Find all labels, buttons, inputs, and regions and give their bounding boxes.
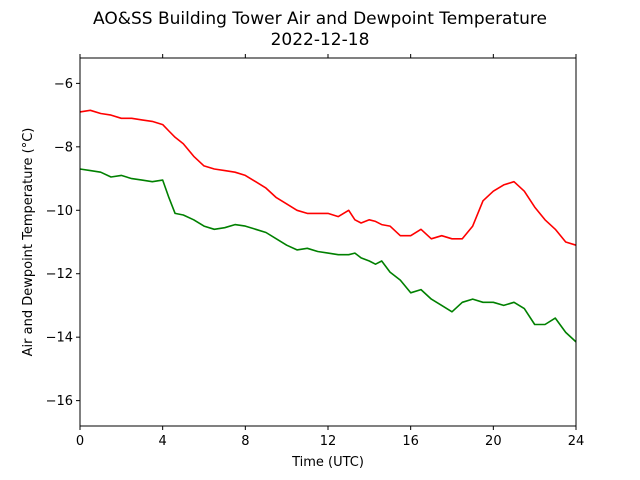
series-line-2 — [79, 168, 577, 343]
x-tick-label: 4 — [159, 434, 167, 449]
y-tick-label: −14 — [46, 331, 73, 346]
y-tick-label: −16 — [46, 394, 73, 409]
x-axis-label: Time (UTC) — [291, 455, 364, 470]
x-tick-label: 24 — [568, 434, 585, 449]
chart-title: AO&SS Building Tower Air and Dewpoint Te… — [93, 9, 547, 29]
series-line-1 — [79, 109, 577, 246]
y-tick-label: −6 — [54, 77, 73, 92]
y-tick-label: −8 — [54, 140, 73, 155]
plot-lines — [79, 109, 577, 343]
x-tick-label: 8 — [241, 434, 249, 449]
y-tick-label: −10 — [46, 204, 73, 219]
x-tick-label: 20 — [485, 434, 502, 449]
x-tick-label: 0 — [76, 434, 84, 449]
x-tick-label: 16 — [402, 434, 419, 449]
x-ticks: 0 4 8 12 16 20 24 — [76, 54, 584, 449]
chart-subtitle: 2022-12-18 — [271, 30, 370, 50]
plot-frame — [79, 57, 577, 427]
x-tick-label: 12 — [320, 434, 337, 449]
y-ticks: −16 −14 −12 −10 −8 −6 — [46, 77, 80, 409]
y-axis-label: Air and Dewpoint Temperature (°C) — [21, 128, 36, 357]
y-tick-label: −12 — [46, 267, 73, 282]
